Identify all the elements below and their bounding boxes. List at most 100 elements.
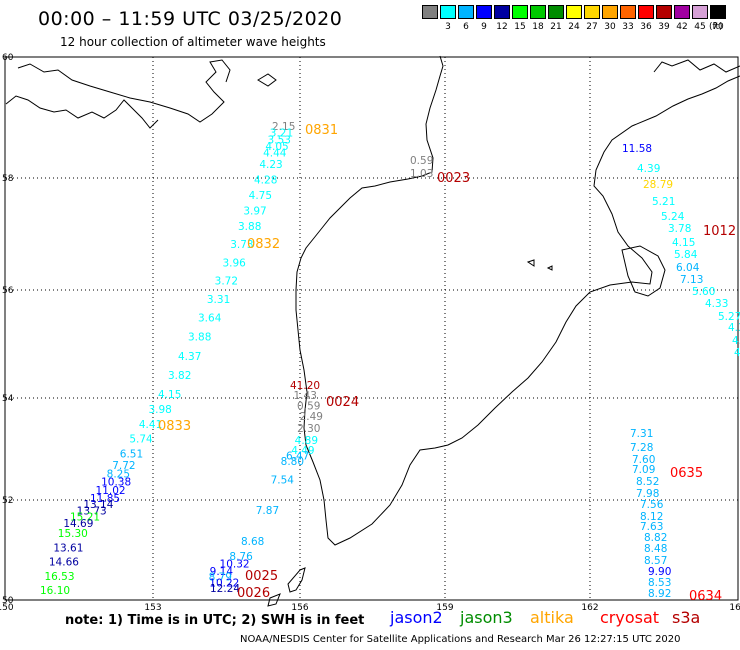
y-tick-label: 60 [2,53,14,63]
x-tick-label: 153 [144,603,161,613]
scale-label: 3 [445,22,451,32]
x-tick-label: 156 [291,603,308,613]
wave-height-value: 1.43 [294,390,317,402]
pass-time-label: 1012 [703,224,736,239]
scale-swatch [422,5,438,19]
x-tick-label: 165 [729,603,740,613]
wave-height-value: 4.6 [732,335,740,347]
page-subtitle: 12 hour collection of altimeter wave hei… [60,35,326,49]
scale-swatch [548,5,564,19]
wave-height-value: 3.21 [270,128,293,140]
scale-label: 36 [640,22,652,32]
footer-note: note: 1) Time is in UTC; 2) SWH is in fe… [65,613,365,628]
wave-height-value: 8.82 [644,532,667,544]
wave-height-value: 3.88 [188,332,211,344]
pass-time-label: 0026 [237,586,270,601]
wave-height-value: 4.23 [259,159,282,171]
wave-height-value: 5.60 [692,286,715,298]
wave-height-value: 16.53 [44,571,74,583]
wave-height-value: 4.49 [291,445,314,457]
y-tick-label: 54 [2,394,14,404]
wave-height-value: 4.28 [254,174,277,186]
scale-swatch [494,5,510,19]
wave-height-value: 3.72 [215,276,238,288]
wave-height-value: 5.27 [718,311,740,323]
wave-height-value: 7.09 [632,464,655,476]
pass-time-label: 0635 [670,466,703,481]
scale-swatch [476,5,492,19]
scale-swatch [638,5,654,19]
x-tick-label: 150 [0,603,14,613]
scale-swatch [566,5,582,19]
wave-height-value: 5.84 [674,249,698,261]
wave-height-value: 11.85 [90,493,120,505]
wave-height-value: 8.79 [209,572,232,584]
y-tick-label: 50 [2,596,14,606]
pass-time-label: 0831 [305,123,338,138]
wave-height-value: 9.90 [648,566,671,578]
scale-label: 9 [481,22,487,32]
wave-height-value: 6.47 [286,451,309,463]
page-title: 00:00 – 11:59 UTC 03/25/2020 [38,8,343,30]
pass-time-label: 0833 [158,419,191,434]
scale-swatch [674,5,690,19]
wave-height-value: 4.37 [178,351,201,363]
satellite-legend-item: cryosat [600,608,660,627]
satellite-legend-item: jason3 [460,608,513,627]
scale-label: 21 [550,22,562,32]
wave-height-value: 3.64 [198,313,222,325]
scale-swatch [530,5,546,19]
wave-height-value: 14.66 [49,557,79,569]
wave-height-value: 3.96 [222,257,246,269]
wave-height-value: 8.80 [281,456,304,468]
wave-height-value: 3.88 [238,221,261,233]
scale-label: 15 [514,22,526,32]
wave-height-value: 4.89 [295,435,318,447]
scale-label: 30 [604,22,616,32]
wave-height-value: 28.79 [643,179,673,191]
pass-time-label: 0832 [247,237,280,252]
scale-swatch [710,5,726,19]
wave-height-value: 4.36 [728,322,740,334]
scale-label: 42 [676,22,688,32]
wave-height-value: 13.14 [83,499,113,511]
wave-height-value: 4.33 [705,298,728,310]
wave-height-value: 8.48 [644,543,667,555]
wave-height-value: 7.31 [630,428,653,440]
scale-label: 24 [568,22,580,32]
wave-height-value: 4.44 [263,148,287,160]
satellite-legend-item: altika [530,608,574,627]
wave-height-value: 3.78 [668,223,691,235]
wave-height-value: 3.31 [207,294,230,306]
wave-height-value: 8.25 [107,468,130,480]
wave-height-value: 7.72 [112,460,135,472]
wave-height-value: 14.69 [63,518,93,530]
pass-time-label: 0025 [245,569,278,584]
scale-label: 12 [496,22,508,32]
scale-swatch [656,5,672,19]
pass-time-label: 0023 [437,171,470,186]
wave-height-value: 4.41 [139,419,162,431]
wave-height-value: 4.15 [672,237,695,249]
wave-height-value: 10.22 [209,577,239,589]
footer-credit: NOAA/NESDIS Center for Satellite Applica… [240,634,681,645]
wave-height-value: 8.68 [241,536,264,548]
wave-height-value: 2.15 [272,121,295,133]
wave-height-value: 15.30 [58,528,88,540]
scale-label: 6 [463,22,469,32]
wave-height-value: 4.05 [265,141,288,153]
wave-height-value: 11.58 [622,143,652,155]
wave-height-value: 13.61 [53,542,83,554]
wave-height-value: 8.53 [648,577,671,589]
pass-time-label: 0024 [326,395,359,410]
wave-height-value: 7.60 [632,454,655,466]
wave-height-value: 4.75 [249,190,272,202]
wave-height-value: 5.21 [652,196,675,208]
wave-height-value: 41.20 [290,380,320,392]
scale-swatch [584,5,600,19]
satellite-legend-item: jason2 [390,608,443,627]
scale-swatch [620,5,636,19]
scale-swatch [440,5,456,19]
wave-height-value: 2.49 [300,411,323,423]
wave-height-value: 12.24 [210,583,240,595]
